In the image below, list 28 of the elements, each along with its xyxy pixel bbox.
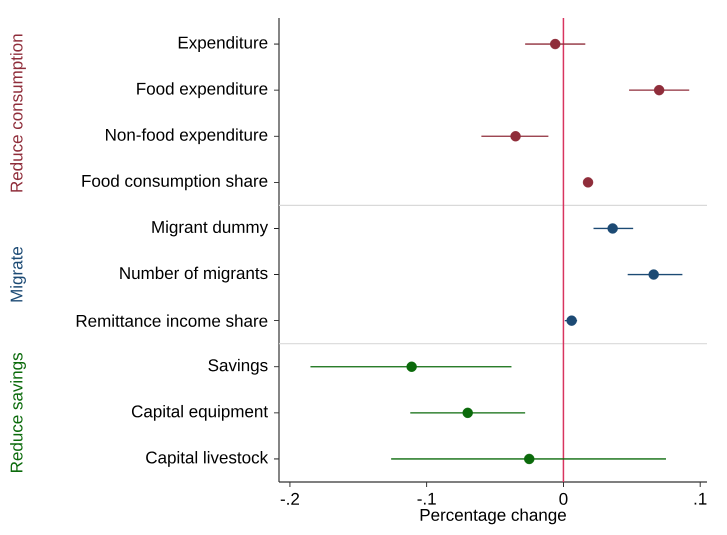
y-tick-label: Capital equipment bbox=[132, 404, 268, 421]
x-tick-label: .1 bbox=[694, 492, 706, 505]
y-tick-label: Remittance income share bbox=[76, 314, 268, 327]
text: Migrate bbox=[10, 246, 26, 302]
point bbox=[524, 454, 534, 464]
x-axis-title: Percentage change bbox=[420, 508, 566, 524]
point bbox=[582, 177, 594, 188]
y-tick-label: Number of migrants bbox=[120, 266, 268, 282]
x-tick-label: -.1 bbox=[418, 492, 436, 505]
point bbox=[510, 131, 521, 142]
point bbox=[654, 84, 664, 96]
y-tick-label: Savings bbox=[208, 358, 268, 375]
y-tick-label: Food expenditure bbox=[137, 82, 268, 98]
point bbox=[648, 269, 659, 280]
point bbox=[462, 408, 473, 418]
point bbox=[566, 315, 577, 326]
point bbox=[550, 38, 560, 50]
x-tick-label: -.2 bbox=[280, 492, 299, 505]
text: Reduce savings bbox=[10, 353, 26, 472]
y-tick-label: Expenditure bbox=[178, 36, 268, 52]
y-tick-label: Non-food expenditure bbox=[106, 128, 268, 144]
y-tick-label: Migrant dummy bbox=[152, 220, 268, 236]
point bbox=[607, 223, 618, 234]
point bbox=[406, 362, 417, 372]
text: Reduce consumption bbox=[10, 34, 26, 192]
y-tick-label: Capital livestock bbox=[146, 451, 268, 467]
y-tick-label: Food consumption share bbox=[82, 174, 268, 190]
x-tick-label: 0 bbox=[559, 492, 568, 505]
